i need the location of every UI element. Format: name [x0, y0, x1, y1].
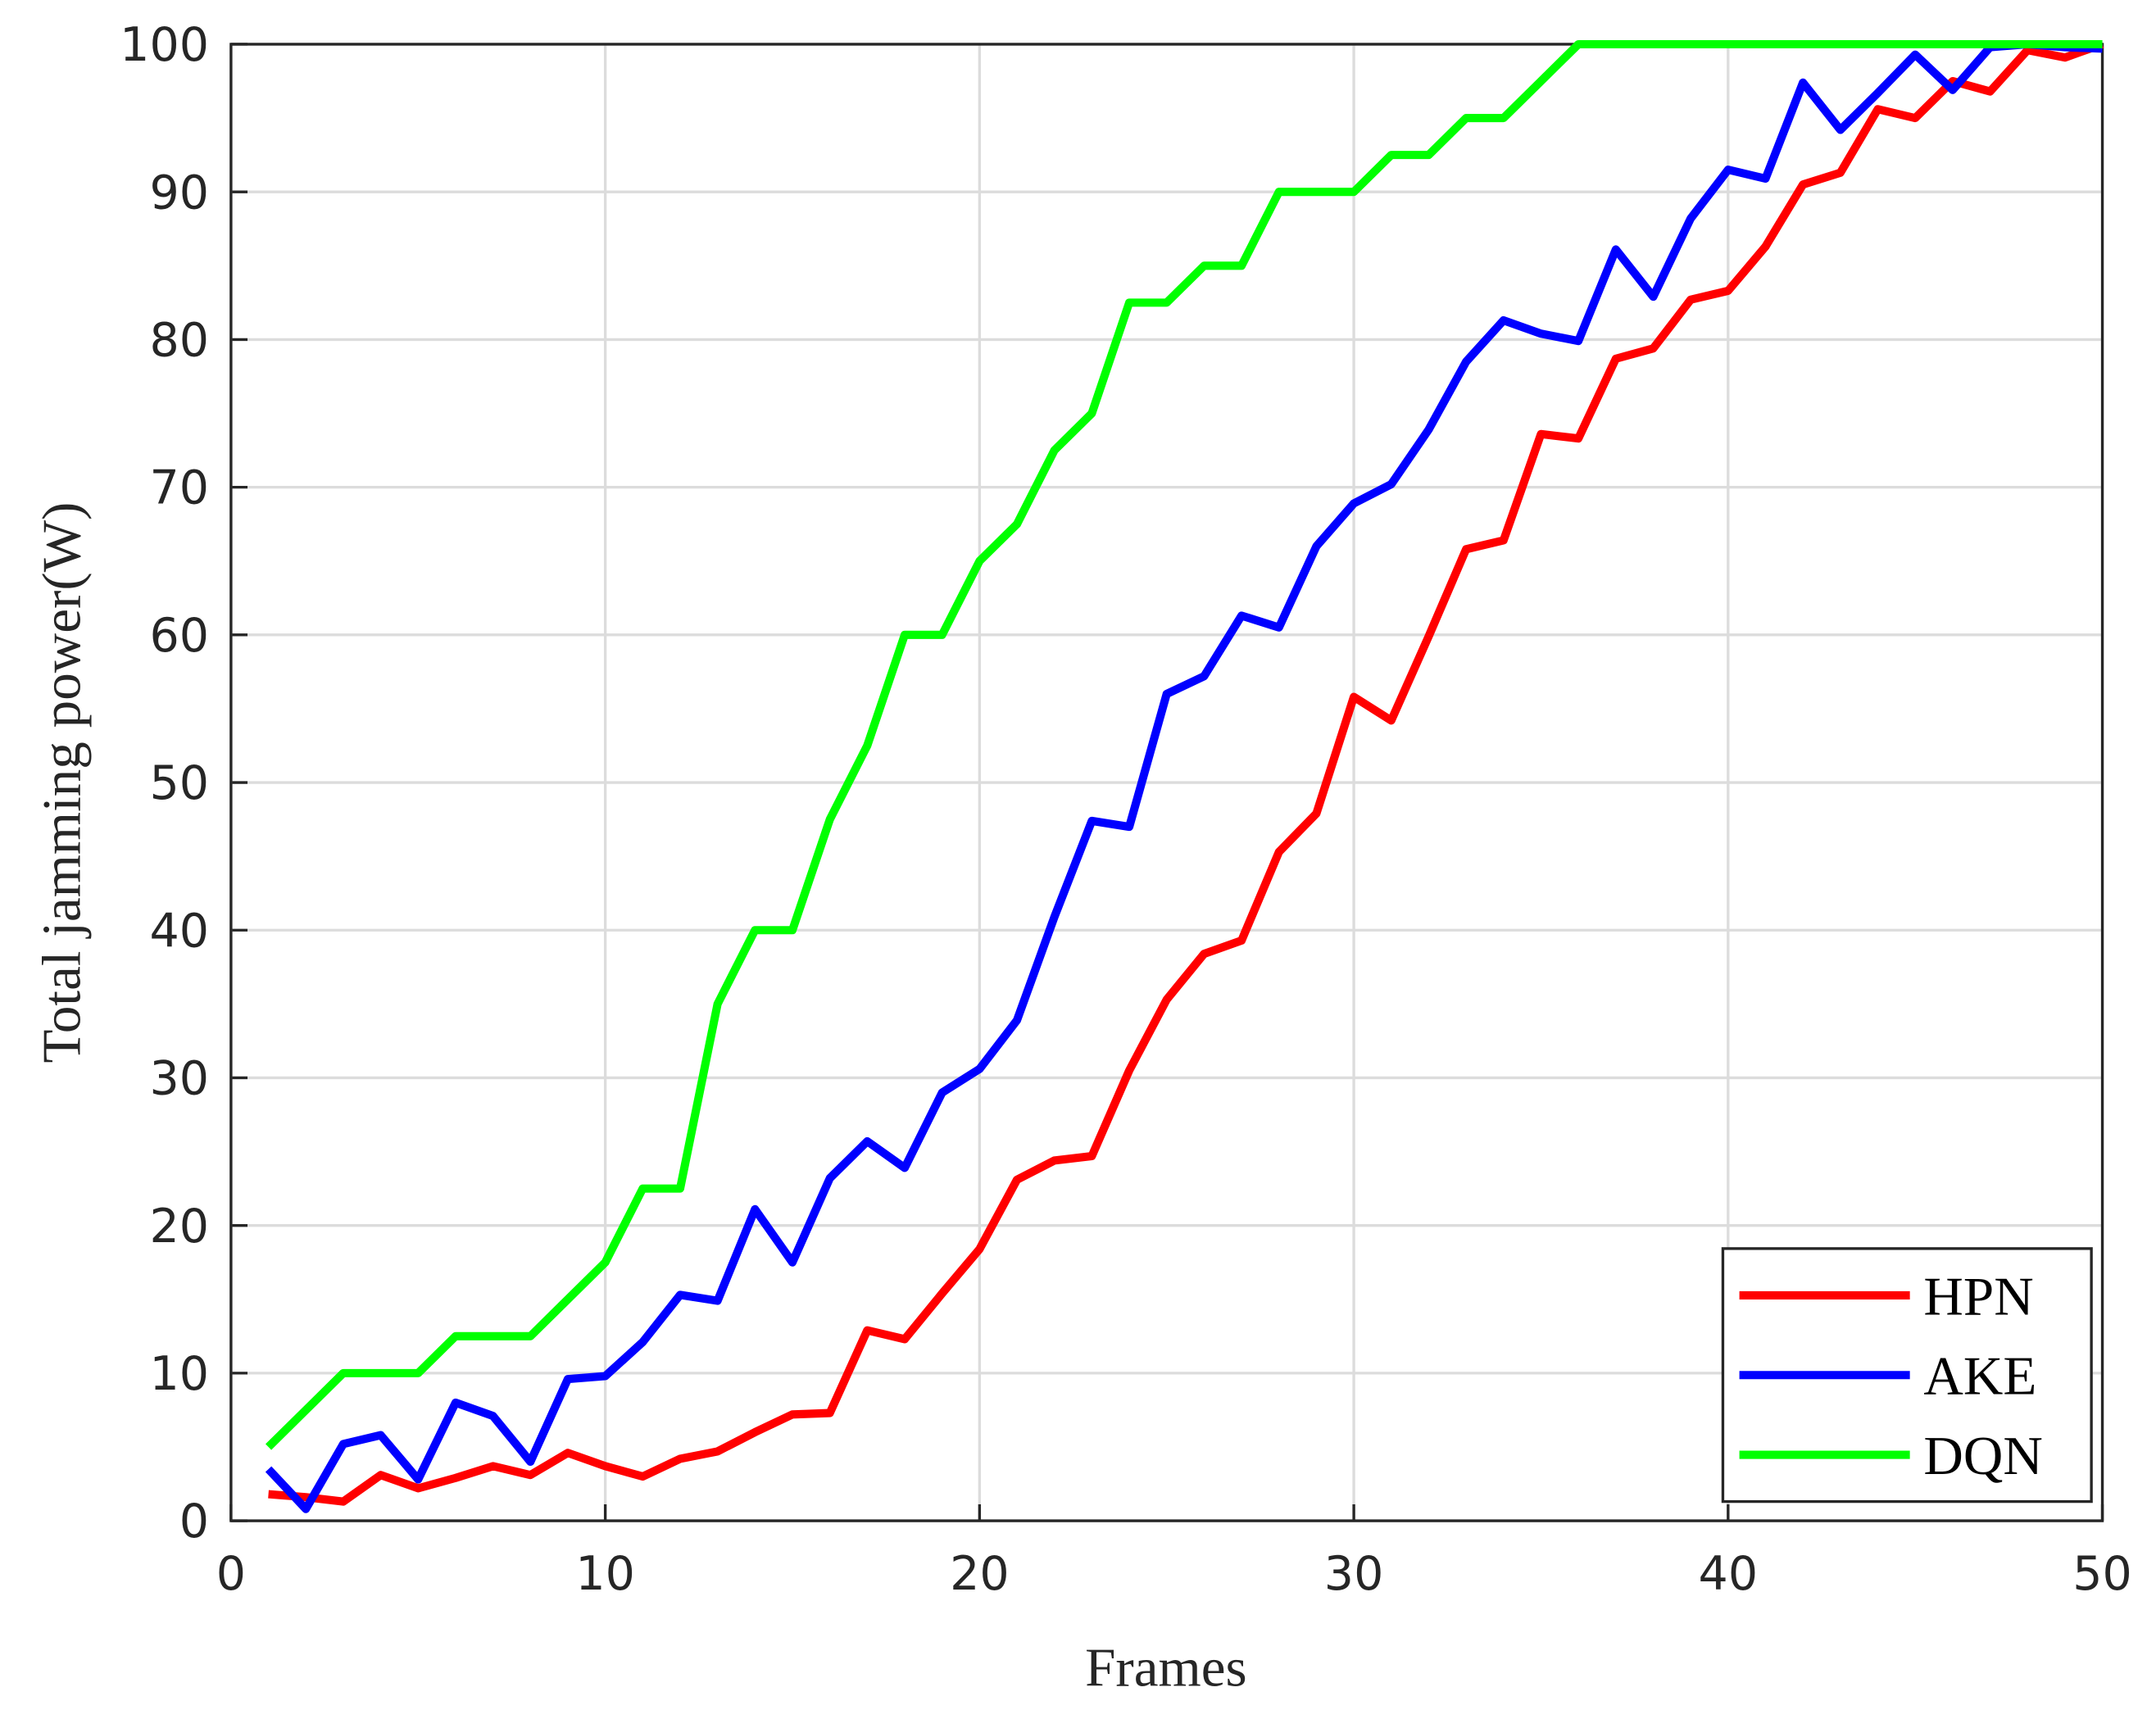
x-tick-label: 0	[216, 1547, 246, 1601]
x-tick-label: 10	[575, 1547, 635, 1601]
y-tick-label: 90	[149, 166, 209, 220]
y-tick-label: 100	[120, 18, 209, 72]
axes-box	[229, 43, 2104, 1522]
y-tick-label: 10	[149, 1347, 209, 1401]
y-axis-label: Total jamming power(W)	[30, 502, 92, 1064]
legend-label: HPN	[1923, 1265, 2033, 1327]
x-tick-label: 30	[1324, 1547, 1384, 1601]
y-tick-label: 30	[149, 1052, 209, 1106]
data-line	[266, 39, 2103, 1450]
legend-label: AKE	[1923, 1345, 2036, 1407]
y-tick-label: 0	[179, 1494, 209, 1549]
y-tick-label: 50	[149, 756, 209, 810]
y-tick-label: 20	[149, 1200, 209, 1254]
x-tick-label: 40	[1699, 1547, 1759, 1601]
y-tick-label: 40	[149, 904, 209, 958]
x-tick-label: 50	[2072, 1547, 2132, 1601]
x-axis-label: Frames	[1085, 1636, 1247, 1698]
x-tick-label: 20	[950, 1547, 1010, 1601]
y-tick-label: 80	[149, 314, 209, 368]
y-tick-label: 70	[149, 461, 209, 515]
y-tick-label: 60	[149, 609, 209, 663]
data-line	[265, 39, 2103, 1513]
data-line	[268, 40, 2104, 1506]
legend-label: DQN	[1923, 1425, 2042, 1486]
